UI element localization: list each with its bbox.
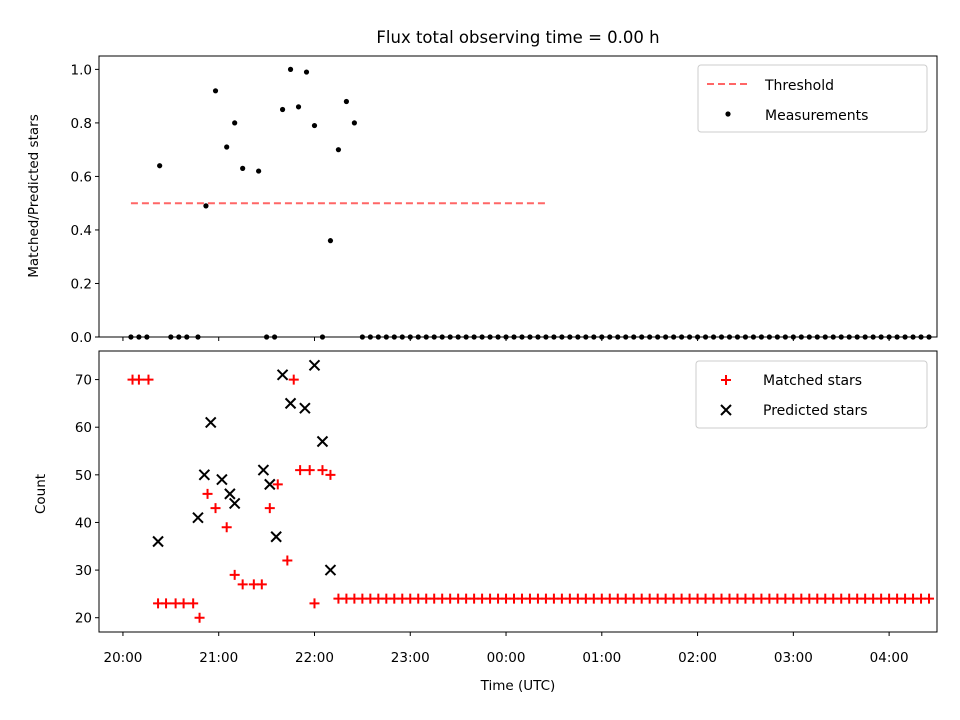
matched-star-point [229, 569, 240, 580]
x-axis-label: Time (UTC) [480, 678, 556, 694]
matched-star-point [161, 598, 172, 609]
legend-matched-label: Matched stars [763, 373, 862, 389]
predicted-star-point [284, 397, 297, 410]
x-tick-label: 22:00 [295, 650, 334, 666]
y-tick-label-top: 0.0 [71, 330, 92, 346]
measurement-point [343, 98, 350, 105]
top-plot-frame [98, 55, 938, 338]
measurement-point [311, 122, 318, 129]
matched-star-point [272, 479, 283, 490]
matched-star-point [221, 522, 232, 533]
matched-star-point [325, 469, 336, 480]
measurement-point [287, 66, 294, 72]
predicted-star-point [152, 535, 164, 548]
measurement-point [203, 203, 209, 209]
matched-star-point [317, 465, 328, 476]
matched-star-point [288, 374, 299, 385]
matched-star-point [178, 598, 189, 609]
y-tick-label-bottom: 60 [75, 420, 92, 436]
matched-star-point [194, 612, 205, 623]
matched-star-point [924, 593, 935, 604]
y-tick-label-bottom: 20 [75, 611, 92, 627]
x-tick-label: 02:00 [678, 650, 717, 666]
predicted-star-point [205, 416, 217, 429]
matched-star-point [264, 503, 275, 514]
measurement-point [327, 238, 334, 244]
y-tick-label-top: 1.0 [71, 62, 92, 78]
y-tick-label-bottom: 50 [75, 468, 92, 484]
y-axis-label-top: Matched/Predicted stars [26, 114, 42, 277]
measurement-point [224, 144, 230, 150]
measurement-point [351, 120, 357, 126]
matched-star-point [202, 488, 213, 499]
measurement-point [212, 88, 219, 94]
predicted-star-point [192, 511, 204, 524]
matched-star-point [295, 465, 306, 476]
y-tick-label-top: 0.4 [71, 223, 92, 239]
measurement-point [240, 165, 246, 171]
predicted-star-point [264, 478, 276, 491]
top-panel: 0.0 0.2 0.4 0.6 0.8 1.0 Threshold Measurements [71, 55, 938, 346]
predicted-star-point [257, 464, 270, 476]
matched-star-point [133, 374, 144, 385]
y-tick-label-top: 0.6 [71, 169, 92, 185]
y-tick-label-top: 0.8 [71, 116, 92, 132]
legend-measurements-label: Measurements [765, 108, 868, 124]
y-tick-label-top: 0.2 [71, 276, 92, 292]
measurement-point [303, 69, 310, 75]
matched-star-point [309, 598, 320, 609]
x-tick-label: 03:00 [774, 650, 813, 666]
legend-bottom: Matched stars Predicted stars [695, 360, 928, 429]
measurement-point [335, 147, 342, 153]
predicted-star-point [276, 369, 289, 381]
predicted-star-point [324, 564, 337, 576]
matched-star-point [304, 465, 315, 476]
legend-threshold-label: Threshold [764, 78, 834, 94]
matched-star-point [237, 579, 248, 590]
predicted-star-point [316, 435, 329, 448]
predicted-star-point [198, 469, 211, 481]
x-tick-label: 01:00 [582, 650, 621, 666]
measurement-point [256, 168, 262, 174]
figure-title: Flux total observing time = 0.00 h [376, 28, 659, 47]
bottom-plot-frame [98, 350, 938, 633]
legend-frame-top [697, 64, 928, 133]
x-tick-label: 23:00 [391, 650, 430, 666]
predicted-star-point [308, 359, 321, 371]
y-tick-label-bottom: 30 [75, 563, 92, 579]
x-tick-label: 21:00 [199, 650, 238, 666]
matched-star-point [143, 374, 154, 385]
measurement-point [279, 106, 286, 113]
predicted-star-point [299, 402, 311, 414]
x-tick-label: 20:00 [103, 650, 142, 666]
y-axis-label-bottom: Count [33, 474, 49, 514]
predicted-star-point [216, 473, 228, 486]
bottom-panel: 20 30 40 50 60 70 20:00 21:00 22:00 23:00 00:00 01:… [75, 350, 938, 666]
matched-star-point [188, 598, 199, 609]
legend-matched-swatch [721, 375, 731, 385]
legend-predicted-label: Predicted stars [763, 403, 868, 419]
measurement-point [295, 104, 302, 110]
y-tick-label-bottom: 40 [75, 515, 92, 531]
x-tick-label: 04:00 [870, 650, 909, 666]
legend-predicted-swatch [720, 404, 732, 416]
matched-star-point [210, 503, 221, 514]
predicted-star-point [224, 488, 236, 500]
measurement-point [157, 163, 163, 169]
matched-star-point [256, 579, 267, 590]
legend-top: Threshold Measurements [697, 64, 928, 133]
predicted-star-point [228, 497, 241, 510]
legend-measurements-swatch [725, 111, 731, 117]
y-tick-label-bottom: 70 [75, 373, 92, 389]
x-tick-label: 00:00 [487, 650, 526, 666]
matched-star-point [282, 555, 293, 566]
measurement-point [232, 120, 238, 126]
predicted-star-point [270, 531, 282, 543]
legend-frame-bottom [695, 360, 928, 429]
